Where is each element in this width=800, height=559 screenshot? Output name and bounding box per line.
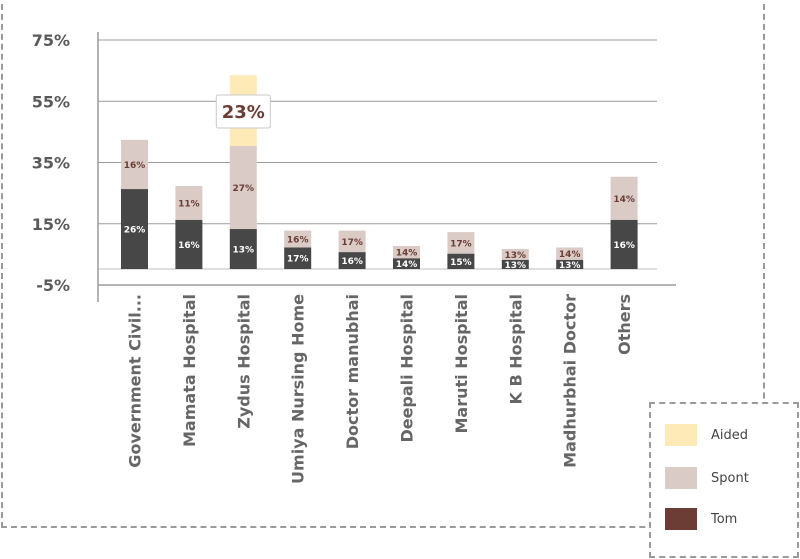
legend-swatch-aided: [665, 424, 697, 446]
x-tick-label: Zydus Hospital: [234, 294, 253, 429]
bar-tom: [556, 259, 584, 269]
bar-spont: [610, 176, 638, 220]
bar-spont: [229, 146, 257, 230]
y-tick-label: -5%: [36, 276, 70, 295]
data-label: 16%: [178, 241, 200, 251]
x-tick-label: Government Civil...: [126, 294, 145, 468]
bar-tom: [338, 252, 366, 269]
x-tick-label: Others: [615, 294, 634, 355]
bar-spont: [175, 185, 203, 220]
data-label: 27%: [233, 184, 255, 194]
y-tick-label: 55%: [32, 92, 70, 111]
bar-tom: [501, 259, 529, 269]
bar-tom: [610, 219, 638, 269]
data-label: 14%: [396, 260, 418, 270]
bar-tom: [229, 229, 257, 269]
x-tick-label: Mamata Hospital: [180, 294, 199, 447]
legend-label-spont: Spont: [711, 470, 749, 486]
data-label: 14%: [559, 250, 581, 260]
legend-label-aided: Aided: [711, 427, 749, 443]
bar-tom: [393, 258, 420, 269]
data-label: 16%: [341, 257, 363, 267]
data-label: 13%: [505, 251, 527, 261]
legend-label-tom: Tom: [711, 511, 738, 527]
bar-tom: [447, 253, 475, 269]
x-tick-label: Madhurbhai Doctor: [561, 294, 580, 468]
y-tick-label: 75%: [32, 31, 70, 50]
chart-frame: [1, 0, 765, 528]
x-tick-label: Umiya Nursing Home: [289, 294, 308, 484]
data-label: 16%: [613, 241, 635, 251]
bar-tom: [121, 189, 148, 269]
bar-spont: [447, 232, 475, 254]
y-tick-label: 15%: [32, 215, 70, 234]
bar-spont: [121, 139, 148, 190]
data-label: 17%: [450, 239, 472, 249]
data-label: 14%: [396, 249, 418, 259]
bar-tom: [284, 247, 312, 269]
data-label: 13%: [505, 261, 527, 271]
data-label: 17%: [341, 238, 363, 248]
data-label: 15%: [450, 258, 472, 268]
data-label: 13%: [233, 246, 255, 256]
bar-spont: [556, 247, 584, 260]
x-tick-label: Doctor manubhai: [343, 294, 362, 449]
legend-item-aided[interactable]: Aided: [665, 424, 748, 446]
bar-spont: [393, 245, 420, 259]
legend-item-tom[interactable]: Tom: [665, 508, 737, 530]
bar-spont: [501, 249, 529, 260]
x-tick-label: Deepali Hospital: [398, 294, 417, 443]
y-tick-label: 35%: [32, 154, 70, 173]
data-label: 16%: [287, 236, 309, 246]
legend-swatch-tom: [665, 508, 697, 530]
bar-tom: [175, 219, 203, 269]
data-label: 14%: [613, 195, 635, 205]
data-label: 17%: [287, 255, 309, 265]
data-label: 11%: [178, 199, 200, 209]
x-tick-label: K B Hospital: [506, 294, 525, 405]
data-label: 26%: [124, 226, 146, 236]
legend: Aided Spont Tom: [649, 402, 799, 558]
bar-spont: [338, 230, 366, 253]
x-tick-label: Maruti Hospital: [452, 294, 471, 433]
data-label: 13%: [559, 261, 581, 271]
bar-spont: [284, 230, 312, 248]
highlight-callout-label: 23%: [222, 102, 265, 123]
data-label: 16%: [124, 161, 146, 171]
highlight-callout-box: [215, 94, 271, 129]
legend-swatch-spont: [665, 467, 697, 489]
legend-item-spont[interactable]: Spont: [665, 467, 749, 489]
